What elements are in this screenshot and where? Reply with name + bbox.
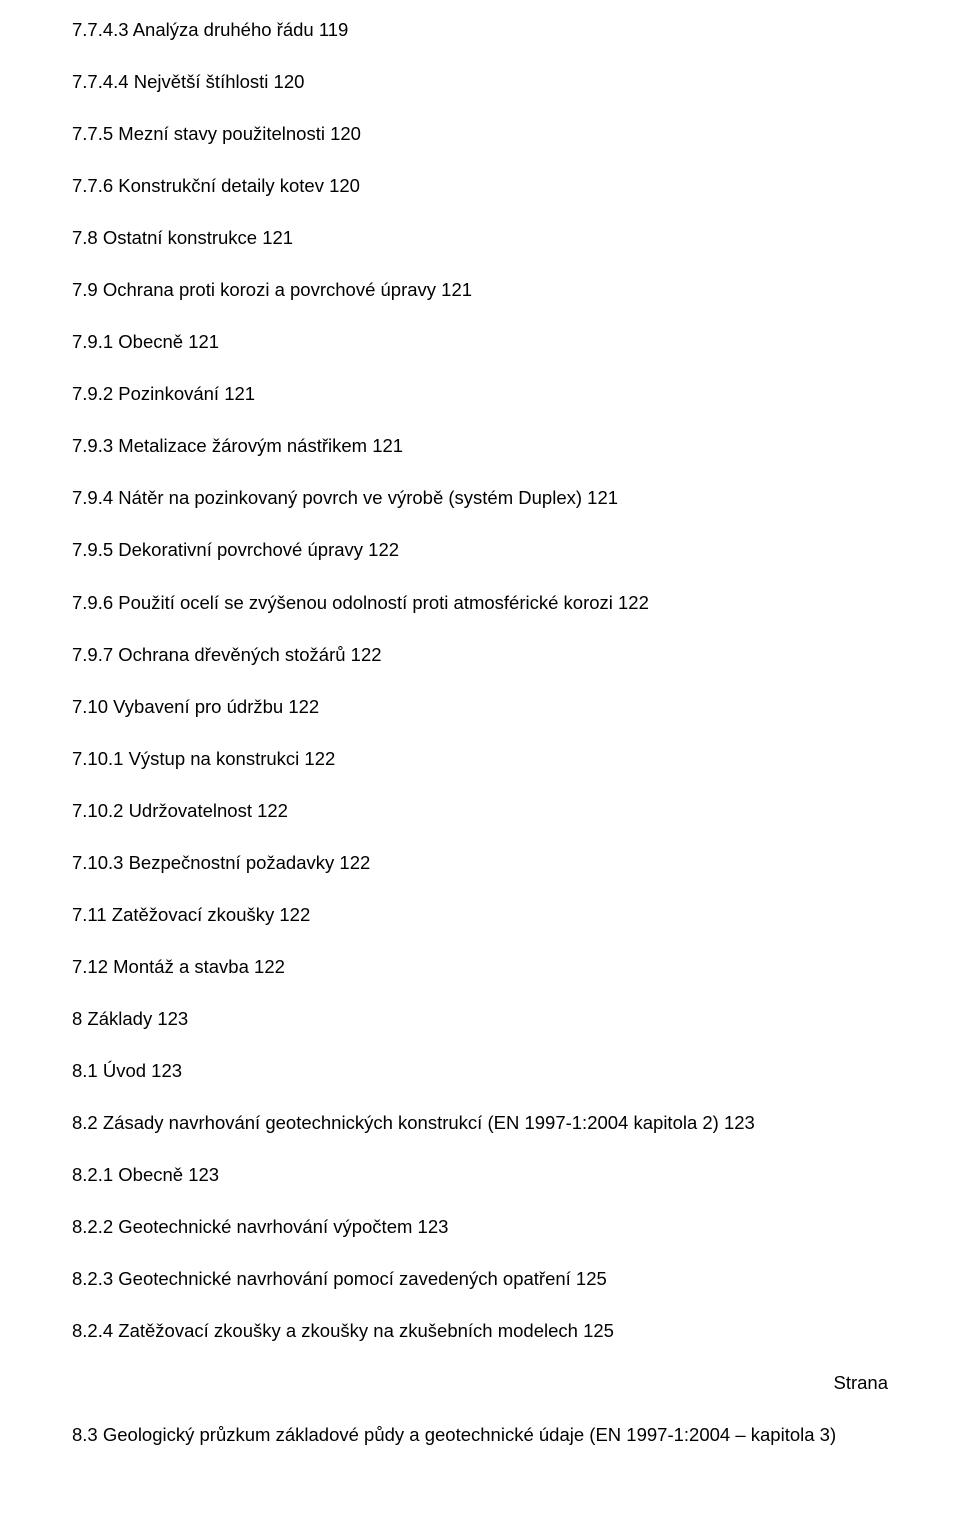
toc-entry: 7.9.5 Dekorativní povrchové úpravy 122	[72, 538, 888, 562]
toc-entry: 8.2 Zásady navrhování geotechnických kon…	[72, 1111, 888, 1135]
toc-entry: 7.10.2 Udržovatelnost 122	[72, 799, 888, 823]
toc-entry: 8.1 Úvod 123	[72, 1059, 888, 1083]
toc-entry: 8.2.4 Zatěžovací zkoušky a zkoušky na zk…	[72, 1319, 888, 1343]
toc-entry: 7.9.2 Pozinkování 121	[72, 382, 888, 406]
toc-entry: 8 Základy 123	[72, 1007, 888, 1031]
toc-entry: 7.10.1 Výstup na konstrukci 122	[72, 747, 888, 771]
toc-entry: 8.2.1 Obecně 123	[72, 1163, 888, 1187]
toc-entry: 7.10 Vybavení pro údržbu 122	[72, 695, 888, 719]
toc-entry: 7.8 Ostatní konstrukce 121	[72, 226, 888, 250]
toc-entry: 7.9 Ochrana proti korozi a povrchové úpr…	[72, 278, 888, 302]
toc-entry: 7.9.6 Použití ocelí se zvýšenou odolnost…	[72, 591, 888, 615]
toc-entry: 8.2.2 Geotechnické navrhování výpočtem 1…	[72, 1215, 888, 1239]
toc-entry: 7.12 Montáž a stavba 122	[72, 955, 888, 979]
toc-entry: 7.9.4 Nátěr na pozinkovaný povrch ve výr…	[72, 486, 888, 510]
toc-entry: 7.11 Zatěžovací zkoušky 122	[72, 903, 888, 927]
toc-entry: 7.9.1 Obecně 121	[72, 330, 888, 354]
page-label: Strana	[72, 1371, 888, 1395]
toc-entry: 7.7.4.3 Analýza druhého řádu 119	[72, 18, 888, 42]
toc-entry: 7.9.3 Metalizace žárovým nástřikem 121	[72, 434, 888, 458]
toc-entry: 7.7.4.4 Největší štíhlosti 120	[72, 70, 888, 94]
toc-entry: 8.2.3 Geotechnické navrhování pomocí zav…	[72, 1267, 888, 1291]
toc-entry: 7.7.6 Konstrukční detaily kotev 120	[72, 174, 888, 198]
toc-entry: 7.10.3 Bezpečnostní požadavky 122	[72, 851, 888, 875]
toc-entry: 7.7.5 Mezní stavy použitelnosti 120	[72, 122, 888, 146]
toc-list: 7.7.4.3 Analýza druhého řádu 119 7.7.4.4 …	[72, 18, 888, 1343]
toc-entry-last: 8.3 Geologický průzkum základové půdy a …	[72, 1423, 888, 1447]
toc-entry: 7.9.7 Ochrana dřevěných stožárů 122	[72, 643, 888, 667]
